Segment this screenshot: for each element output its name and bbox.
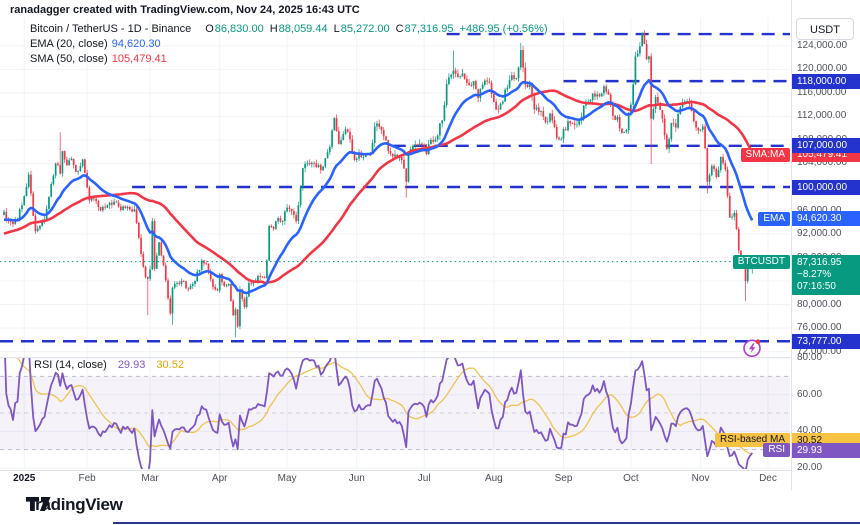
close-value: 87,316.95 bbox=[404, 23, 454, 35]
legend-symbol-row[interactable]: Bitcoin / TetherUS - 1D - Binance O86,830… bbox=[30, 22, 548, 36]
rsi-pane-series[interactable] bbox=[4, 321, 753, 476]
time-axis-separator bbox=[0, 470, 791, 471]
chart-canvas[interactable] bbox=[0, 0, 860, 492]
open-label: O bbox=[205, 23, 214, 35]
candlestick-series[interactable] bbox=[3, 30, 754, 338]
moving-average-lines bbox=[3, 78, 754, 295]
pane-separator[interactable] bbox=[0, 357, 791, 358]
ema-label: EMA (20, close) bbox=[30, 38, 108, 50]
symbol-legend: Bitcoin / TetherUS - 1D - Binance O86,830… bbox=[30, 22, 548, 67]
high-value: 88,059.44 bbox=[278, 23, 328, 35]
legend-sma-row[interactable]: SMA (50, close) 105,479.41 bbox=[30, 52, 548, 66]
open-value: 86,830.00 bbox=[214, 23, 264, 35]
legend-ema-row[interactable]: EMA (20, close) 94,620.30 bbox=[30, 37, 548, 51]
currency-toggle-button[interactable]: USDT bbox=[796, 18, 854, 40]
sma-value: 105,479.41 bbox=[111, 53, 167, 65]
rsi-ma-value: 30.52 bbox=[156, 359, 184, 371]
rsi-indicator-label: RSI (14, close) bbox=[34, 359, 107, 371]
bottom-accent-bar bbox=[113, 522, 860, 524]
watermark-text: ranadagger created with TradingView.com,… bbox=[10, 4, 360, 16]
low-value: 85,272.00 bbox=[340, 23, 390, 35]
rsi-legend[interactable]: RSI (14, close) 29.93 30.52 bbox=[34, 359, 184, 371]
sma-line bbox=[3, 89, 754, 285]
tradingview-logo[interactable]: TradingView bbox=[26, 495, 123, 515]
grid bbox=[0, 18, 790, 469]
tradingview-logo-icon bbox=[26, 497, 51, 511]
rsi-band bbox=[0, 375, 790, 451]
sma-label: SMA (50, close) bbox=[30, 53, 108, 65]
change-value: +486.95 (+0.56%) bbox=[459, 23, 548, 35]
ema-line bbox=[3, 78, 754, 295]
high-label: H bbox=[269, 23, 278, 35]
key-level-lines[interactable] bbox=[0, 32, 790, 343]
tradingview-logo-text: TradingView bbox=[26, 495, 123, 514]
low-label: L bbox=[333, 23, 340, 35]
price-alert-icon[interactable] bbox=[743, 339, 761, 358]
rsi-value: 29.93 bbox=[117, 359, 146, 371]
rsi-line bbox=[4, 358, 753, 469]
symbol-title: Bitcoin / TetherUS - 1D - Binance bbox=[30, 23, 192, 35]
ema-value: 94,620.30 bbox=[111, 38, 161, 50]
close-label: C bbox=[395, 23, 404, 35]
price-axis-separator bbox=[791, 0, 792, 490]
